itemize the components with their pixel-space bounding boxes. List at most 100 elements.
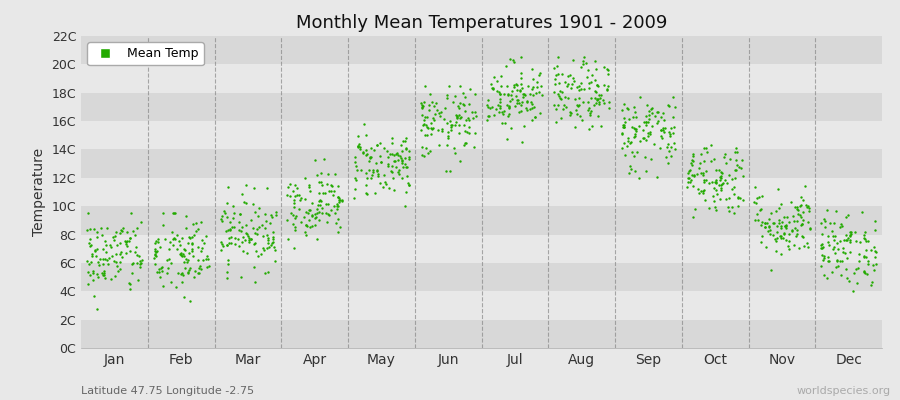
- Point: [706, 197, 721, 204]
- Point: [781, 246, 796, 253]
- Point: [447, 93, 462, 100]
- Point: [777, 229, 791, 236]
- Point: [131, 252, 146, 259]
- Point: [580, 99, 595, 105]
- Point: [551, 71, 565, 77]
- Point: [510, 99, 525, 106]
- Point: [748, 216, 762, 223]
- Point: [287, 197, 302, 203]
- Point: [564, 81, 579, 87]
- Point: [602, 105, 616, 111]
- Point: [418, 116, 432, 123]
- Point: [636, 127, 651, 133]
- Point: [526, 92, 540, 98]
- Point: [363, 154, 377, 161]
- Point: [561, 95, 575, 101]
- Point: [844, 231, 859, 238]
- Point: [571, 111, 585, 118]
- Point: [851, 258, 866, 264]
- Point: [119, 240, 133, 247]
- Point: [774, 201, 788, 207]
- Point: [530, 79, 544, 86]
- Point: [821, 233, 835, 240]
- Point: [680, 183, 695, 190]
- Point: [319, 190, 333, 196]
- Point: [834, 221, 849, 228]
- Point: [794, 193, 808, 200]
- Point: [526, 84, 540, 90]
- Point: [428, 111, 443, 117]
- Point: [122, 235, 137, 242]
- Point: [420, 124, 435, 131]
- Point: [184, 248, 199, 254]
- Point: [686, 158, 700, 164]
- Point: [456, 102, 471, 108]
- Point: [321, 170, 336, 177]
- Point: [731, 202, 745, 209]
- Point: [244, 216, 258, 223]
- Point: [430, 106, 445, 113]
- Point: [840, 274, 854, 281]
- Point: [509, 82, 524, 88]
- Point: [456, 122, 471, 128]
- Point: [590, 100, 604, 106]
- Point: [515, 98, 529, 105]
- Point: [302, 206, 316, 213]
- Point: [500, 135, 514, 142]
- Point: [694, 150, 708, 157]
- Point: [468, 109, 482, 115]
- Point: [492, 103, 507, 109]
- Point: [128, 249, 142, 256]
- Point: [330, 203, 345, 210]
- Point: [288, 192, 302, 199]
- Point: [623, 163, 637, 170]
- Point: [87, 226, 102, 232]
- Point: [455, 101, 470, 107]
- Point: [220, 261, 235, 268]
- Point: [395, 138, 410, 144]
- Point: [514, 108, 528, 114]
- Point: [788, 204, 803, 210]
- Point: [655, 134, 670, 141]
- Point: [501, 112, 516, 119]
- Point: [395, 158, 410, 164]
- Point: [378, 178, 392, 185]
- Point: [600, 66, 615, 72]
- Point: [769, 248, 783, 254]
- Point: [332, 198, 347, 205]
- Point: [331, 194, 346, 201]
- Point: [696, 172, 710, 178]
- Point: [392, 171, 407, 178]
- Point: [381, 162, 395, 169]
- Point: [643, 131, 657, 138]
- Point: [497, 108, 511, 114]
- Point: [500, 92, 515, 98]
- Point: [643, 107, 657, 114]
- Point: [235, 191, 249, 197]
- Point: [310, 236, 324, 242]
- Point: [625, 148, 639, 155]
- Point: [233, 211, 248, 218]
- Point: [857, 254, 871, 260]
- Point: [849, 238, 863, 244]
- Point: [288, 227, 302, 233]
- Point: [193, 263, 207, 269]
- Point: [417, 122, 431, 128]
- Point: [590, 82, 605, 89]
- Point: [114, 226, 129, 233]
- Point: [94, 232, 109, 238]
- Point: [302, 182, 316, 189]
- Point: [286, 212, 301, 219]
- Point: [226, 203, 240, 209]
- Point: [509, 92, 524, 99]
- Point: [266, 236, 281, 242]
- Point: [868, 261, 883, 267]
- Point: [426, 115, 440, 121]
- Point: [152, 244, 166, 250]
- Point: [644, 155, 658, 162]
- Point: [666, 129, 680, 136]
- Point: [869, 249, 884, 256]
- Point: [191, 244, 205, 250]
- Point: [104, 242, 118, 248]
- Point: [712, 182, 726, 188]
